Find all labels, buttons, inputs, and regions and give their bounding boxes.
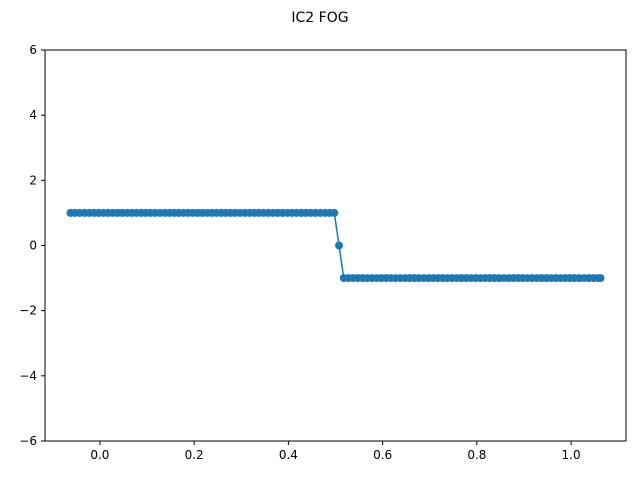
x-tick-label: 0.6 (373, 448, 392, 462)
axes-layer: 0.0 0.2 0.4 0.6 0.8 1.0 −6 −4 −2 0 2 4 6 (19, 43, 627, 462)
y-tick-label: 6 (29, 43, 37, 57)
x-tick-label: 0.0 (90, 448, 109, 462)
y-tick-label: 4 (29, 108, 37, 122)
y-tick-label: 0 (29, 239, 37, 253)
y-tick-label: −6 (19, 434, 37, 448)
x-tick-label: 0.2 (185, 448, 204, 462)
y-tick-label: −4 (19, 369, 37, 383)
series-layer (66, 208, 605, 283)
x-tick-label: 1.0 (562, 448, 581, 462)
x-tick-label: 0.4 (279, 448, 298, 462)
data-point (330, 208, 339, 217)
data-point (335, 241, 344, 250)
data-point (596, 274, 605, 283)
chart-title: IC2 FOG (291, 10, 348, 26)
y-tick-label: −2 (19, 304, 37, 318)
x-tick-label: 0.8 (467, 448, 486, 462)
y-tick-label: 2 (29, 173, 37, 187)
